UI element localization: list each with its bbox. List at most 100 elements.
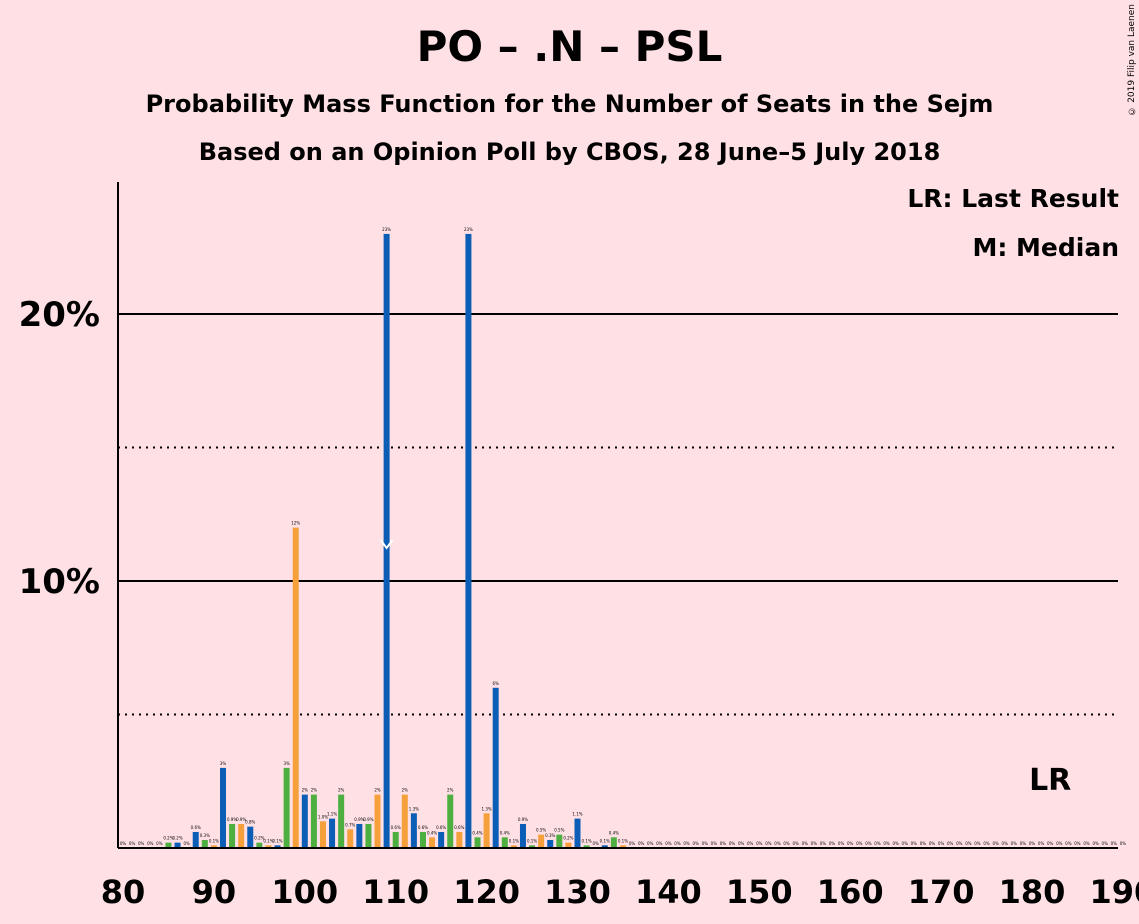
bar-126 <box>538 834 545 848</box>
chart-title: PO – .N – PSL <box>416 22 723 71</box>
bar-label-123: 0.1% <box>509 838 519 843</box>
bar-label-110: 0.6% <box>391 825 401 830</box>
bar-116 <box>447 794 454 848</box>
bar-124 <box>519 823 526 848</box>
chart-subtitle: Probability Mass Function for the Number… <box>145 90 994 118</box>
x-tick-labels: 80 90 100 110 120 130 140 150 160 170 180 190 <box>101 873 1139 911</box>
bar-label-174: 0% <box>974 841 981 846</box>
bar-120 <box>483 813 490 848</box>
x-tick-130: 130 <box>544 873 611 911</box>
bar-label-149: 0% <box>747 841 754 846</box>
bar-label-165: 0% <box>892 841 899 846</box>
markers: LR <box>379 539 1071 798</box>
bar-label-180: 0% <box>1029 841 1036 846</box>
bar-label-178: 0% <box>1011 841 1018 846</box>
bar-label-157: 0% <box>820 841 827 846</box>
bar-label-126: 0.5% <box>536 828 546 833</box>
bar-label-147: 0% <box>729 841 736 846</box>
bar-label-82: 0% <box>138 841 145 846</box>
bar-109 <box>383 233 390 848</box>
bar-label-170: 0% <box>938 841 945 846</box>
bar-127 <box>547 839 554 848</box>
bar-label-114: 0.4% <box>427 830 437 835</box>
bar-label-105: 0.7% <box>345 822 355 827</box>
bar-label-128: 0.5% <box>554 828 564 833</box>
bar-label-83: 0% <box>147 841 154 846</box>
bar-label-101: 2% <box>311 788 318 793</box>
bar-label-182: 0% <box>1047 841 1054 846</box>
bar-label-144: 0% <box>702 841 709 846</box>
x-tick-190: 190 <box>1090 873 1139 911</box>
bar-label-100: 2% <box>302 788 309 793</box>
bar-label-88: 0.6% <box>191 825 201 830</box>
bar-88 <box>192 831 199 848</box>
bar-label-162: 0% <box>865 841 872 846</box>
bar-label-166: 0% <box>902 841 909 846</box>
bar-label-92: 0.9% <box>227 817 237 822</box>
gridlines <box>118 313 1118 716</box>
legend-last-result: LR: Last Result <box>907 184 1119 213</box>
bar-label-122: 0.4% <box>500 830 510 835</box>
y-tick-labels: 10% 20% <box>19 295 100 602</box>
bar-label-155: 0% <box>802 841 809 846</box>
bar-label-119: 0.4% <box>472 830 482 835</box>
bar-label-80: 0% <box>120 841 127 846</box>
bar-106 <box>356 823 363 848</box>
bar-92 <box>229 823 236 848</box>
bar-label-117: 0.6% <box>454 825 464 830</box>
bar-label-158: 0% <box>829 841 836 846</box>
bar-label-146: 0% <box>720 841 727 846</box>
bar-label-150: 0% <box>756 841 763 846</box>
bar-label-175: 0% <box>983 841 990 846</box>
bar-96 <box>265 845 272 848</box>
bar-label-164: 0% <box>883 841 890 846</box>
bar-label-118: 23% <box>464 227 473 232</box>
bar-label-85: 0.2% <box>163 836 173 841</box>
bar-label-127: 0.3% <box>545 833 555 838</box>
bar-label-189: 0% <box>1111 841 1118 846</box>
bar-label-186: 0% <box>1083 841 1090 846</box>
bar-94 <box>247 826 254 848</box>
x-tick-120: 120 <box>453 873 520 911</box>
bar-label-111: 2% <box>402 788 409 793</box>
bar-label-108: 2% <box>374 788 381 793</box>
bar-label-171: 0% <box>947 841 954 846</box>
y-tick-20: 20% <box>19 295 100 335</box>
bar-label-112: 1.3% <box>409 806 419 811</box>
bar-label-188: 0% <box>1102 841 1109 846</box>
bar-label-161: 0% <box>856 841 863 846</box>
bar-121 <box>492 687 499 848</box>
bar-label-163: 0% <box>874 841 881 846</box>
bar-label-168: 0% <box>920 841 927 846</box>
bar-label-98: 3% <box>283 761 290 766</box>
bar-label-137: 0% <box>638 841 645 846</box>
x-tick-170: 170 <box>908 873 975 911</box>
bar-label-131: 0.1% <box>582 838 592 843</box>
bar-label-152: 0% <box>774 841 781 846</box>
bar-label-102: 1.0% <box>318 814 328 819</box>
bar-label-151: 0% <box>765 841 772 846</box>
bar-128 <box>556 834 563 848</box>
x-tick-100: 100 <box>271 873 338 911</box>
bar-111 <box>401 794 408 848</box>
bar-label-134: 0.4% <box>609 830 619 835</box>
bar-label-173: 0% <box>965 841 972 846</box>
bar-label-99: 12% <box>291 521 300 526</box>
bar-104 <box>338 794 345 848</box>
bar-label-145: 0% <box>711 841 718 846</box>
bar-123 <box>510 845 517 848</box>
bar-label-93: 0.9% <box>236 817 246 822</box>
y-tick-10: 10% <box>19 562 100 602</box>
bar-label-136: 0% <box>629 841 636 846</box>
bar-89 <box>201 839 208 848</box>
bar-119 <box>474 837 481 848</box>
bar-105 <box>347 829 354 848</box>
bar-label-143: 0% <box>692 841 699 846</box>
bar-label-141: 0% <box>674 841 681 846</box>
bar-label-156: 0% <box>811 841 818 846</box>
bar-label-104: 2% <box>338 788 345 793</box>
bar-label-130: 1.1% <box>572 812 582 817</box>
bar-133 <box>601 845 608 848</box>
bar-label-167: 0% <box>911 841 918 846</box>
